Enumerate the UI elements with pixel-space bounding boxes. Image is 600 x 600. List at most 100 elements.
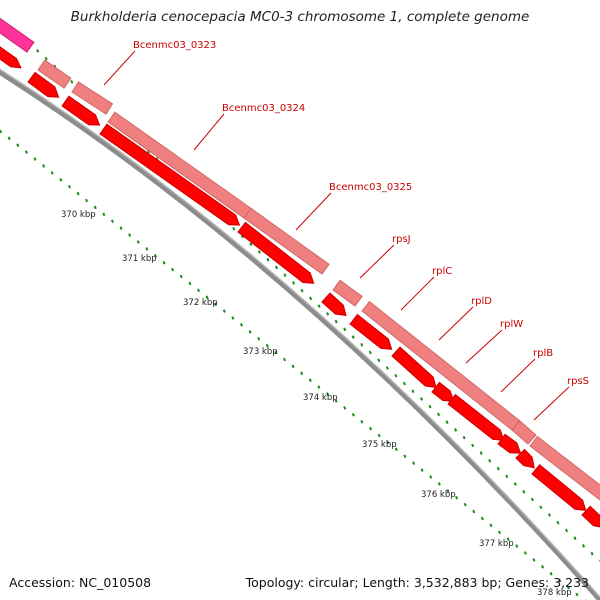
track-tick — [564, 528, 569, 533]
gene-arrow — [237, 221, 315, 284]
ruler-tick — [532, 558, 536, 562]
scale-label: 374 kbp — [303, 393, 338, 403]
gene-leader-line — [465, 329, 503, 364]
feature-block — [0, 17, 35, 53]
ruler-tick — [231, 316, 235, 320]
gene-leader-line — [103, 50, 136, 86]
track-tick — [70, 80, 74, 84]
gene-arrow — [447, 393, 505, 441]
ruler-tick — [85, 198, 89, 203]
track-tick — [343, 327, 347, 332]
track-tick — [462, 435, 466, 440]
track-tick — [274, 265, 279, 270]
ruler-tick — [282, 357, 287, 362]
ruler-tick — [463, 502, 467, 507]
ruler-tick — [472, 509, 476, 514]
ruler-tick — [188, 281, 192, 286]
ruler-tick — [0, 129, 3, 134]
track-tick — [44, 56, 48, 61]
scale-label: 371 kbp — [122, 254, 157, 264]
track-tick — [419, 397, 424, 401]
track-tick — [471, 443, 475, 448]
gene-label: Bcenmc03_0324 — [222, 103, 305, 114]
ruler-tick — [446, 489, 450, 493]
ruler-tick — [566, 585, 570, 590]
ruler-tick — [265, 343, 269, 348]
track-tick — [488, 459, 492, 463]
track-tick — [590, 551, 594, 556]
backdrop-block — [71, 81, 114, 115]
ruler-tick — [196, 288, 200, 293]
gene-leader-line — [500, 358, 536, 393]
gene-label: rpsS — [567, 376, 589, 387]
ruler-tick — [429, 475, 433, 479]
ruler-tick — [394, 447, 398, 452]
gene-block — [0, 46, 22, 69]
scale-label: 377 kbp — [479, 539, 514, 549]
ruler-tick — [24, 150, 28, 154]
ruler-tick — [7, 136, 11, 141]
scale-label: 378 kbp — [537, 588, 572, 598]
backdrop-block — [332, 279, 363, 307]
track-tick — [300, 288, 304, 293]
ruler-tick — [50, 171, 54, 175]
ruler-tick — [420, 468, 424, 472]
track-tick — [36, 49, 40, 53]
gene-arrow — [531, 463, 587, 511]
ruler-tick — [343, 406, 347, 410]
track-tick — [445, 420, 449, 424]
track-tick — [249, 242, 253, 247]
ruler-tick — [214, 302, 218, 306]
ruler-tick — [179, 274, 183, 279]
track-tick — [232, 226, 236, 231]
gene-backdrop-track — [0, 17, 600, 501]
track-tick — [513, 482, 517, 486]
gene-leader-line — [359, 244, 395, 279]
track-tick — [292, 281, 296, 285]
gene-leader-line — [438, 306, 474, 341]
backdrop-block — [361, 300, 521, 431]
ruler-tick — [102, 212, 106, 217]
scale-label: 373 kbp — [243, 347, 278, 357]
ruler-tick — [351, 412, 355, 417]
ruler-tick — [558, 578, 562, 583]
track-tick — [334, 319, 338, 324]
gene-label: rplC — [432, 266, 452, 277]
track-tick — [317, 304, 321, 308]
gene-label: rpsJ — [392, 234, 411, 245]
accession-text: Accession: NC_010508 — [9, 575, 152, 590]
gene-label: rplD — [471, 296, 492, 307]
track-tick — [411, 389, 415, 394]
gene-labels: Bcenmc03_0323 Bcenmc03_0324 Bcenmc03_0325r… — [103, 40, 589, 421]
ruler-tick — [248, 330, 252, 334]
backdrop-block — [529, 435, 600, 501]
track-tick — [428, 404, 432, 409]
gene-arrow — [61, 95, 101, 126]
ruler-tick — [325, 392, 330, 396]
gene-leader-line — [193, 113, 225, 151]
ruler-tick — [67, 184, 71, 189]
gene-arrow — [431, 381, 455, 402]
gene-label: Bcenmc03_0325 — [329, 182, 412, 193]
gene-arrow — [497, 433, 522, 454]
ruler-tick — [136, 240, 140, 244]
track-tick — [368, 350, 372, 355]
gene-arrow — [349, 313, 393, 350]
gene-arrow — [27, 71, 60, 98]
gene-arrow — [321, 292, 347, 317]
gene-leader-line — [295, 192, 332, 231]
ruler-tick — [386, 440, 390, 445]
ruler-tick — [498, 530, 502, 535]
track-tick — [454, 428, 458, 432]
track-tick — [385, 366, 389, 370]
ruler-tick — [369, 426, 373, 431]
track-tick — [556, 520, 560, 525]
ruler-tick — [274, 350, 278, 355]
ruler-tick — [171, 267, 175, 272]
track-tick — [360, 343, 364, 347]
scale-label: 372 kbp — [183, 298, 218, 308]
ruler-tick — [16, 143, 20, 148]
gene-label: rplW — [500, 319, 523, 330]
scale-label: 370 kbp — [61, 210, 96, 220]
